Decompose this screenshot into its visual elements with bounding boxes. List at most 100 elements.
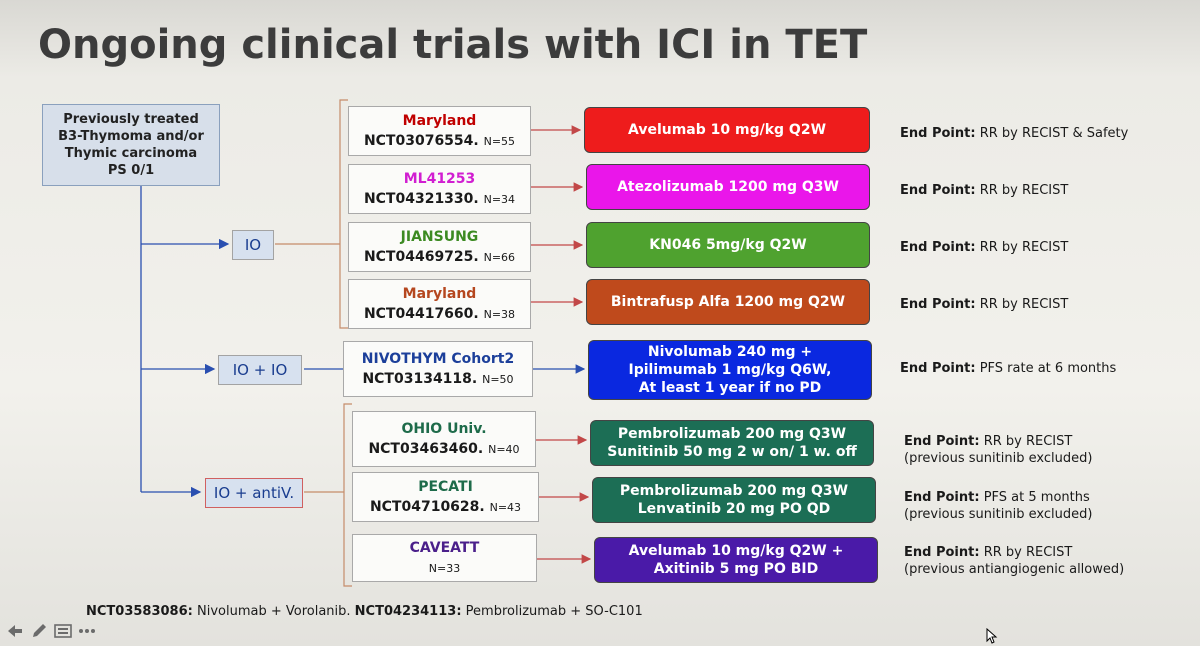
footnote: NCT03583086: Nivolumab + Vorolanib. NCT0… <box>86 604 643 619</box>
endpoint-line: End Point: PFS rate at 6 months <box>900 360 1116 377</box>
regimen-line: KN046 5mg/kg Q2W <box>649 237 807 253</box>
trial-n: N=66 <box>483 250 516 264</box>
endpoint: End Point: RR by RECIST <box>900 239 1068 256</box>
trial-box: CAVEATT N=33 <box>352 534 537 582</box>
endpoint-value: RR by RECIST <box>983 434 1073 449</box>
endpoint-line: End Point: RR by RECIST <box>904 544 1124 561</box>
endpoint-note: (previous sunitinib excluded) <box>904 451 1093 466</box>
presenter-toolbar <box>6 622 96 640</box>
endpoint-label: End Point: <box>900 126 976 141</box>
pen-icon[interactable] <box>30 622 48 640</box>
regimen-line: Atezolizumab 1200 mg Q3W <box>617 179 839 195</box>
trial-name: Maryland <box>402 112 477 129</box>
regimen-box: Atezolizumab 1200 mg Q3W <box>586 164 870 210</box>
trial-box: PECATI NCT04710628. N=43 <box>352 472 539 522</box>
trial-n: N=50 <box>482 372 514 386</box>
trial-name: NIVOTHYM Cohort2 <box>361 350 515 367</box>
footnote-trial-id: NCT04234113: <box>354 604 462 619</box>
trial-n: N=43 <box>489 500 522 514</box>
endpoint-label: End Point: <box>904 545 980 560</box>
regimen-line: Pembrolizumab 200 mg Q3W <box>619 483 849 499</box>
population-line: PS 0/1 <box>107 163 155 178</box>
regimen-box: Pembrolizumab 200 mg Q3W Lenvatinib 20 mg… <box>592 477 876 523</box>
slides-icon[interactable] <box>54 622 72 640</box>
regimen-line: Nivolumab 240 mg + <box>647 344 813 360</box>
endpoint-value: RR by RECIST <box>983 545 1073 560</box>
trial-nct: NCT04469725. <box>363 248 479 265</box>
arm-label: IO + IO <box>232 361 288 379</box>
trial-id-line: N=33 <box>353 558 536 579</box>
arm-io: IO <box>232 230 274 260</box>
slide-title: Ongoing clinical trials with ICI in TET <box>38 22 868 68</box>
endpoint-label: End Point: <box>904 434 980 449</box>
endpoint-line: End Point: RR by RECIST <box>900 182 1068 199</box>
endpoint-value: PFS at 5 months <box>983 490 1090 505</box>
regimen-box: Avelumab 10 mg/kg Q2W + Axitinib 5 mg PO … <box>594 537 878 583</box>
endpoint: End Point: RR by RECIST <box>900 182 1068 199</box>
trial-nct: NCT03463460. <box>368 440 484 457</box>
trial-n: N=40 <box>488 442 520 456</box>
trial-box: ML41253 NCT04321330. N=34 <box>348 164 531 214</box>
regimen-line: Sunitinib 50 mg 2 w on/ 1 w. off <box>607 444 857 460</box>
endpoint-label: End Point: <box>904 490 980 505</box>
trial-box: Maryland NCT03076554. N=55 <box>348 106 531 156</box>
footnote-trial-id: NCT03583086: <box>86 604 193 619</box>
regimen-line: Pembrolizumab 200 mg Q3W <box>617 426 847 442</box>
trial-box: NIVOTHYM Cohort2 NCT03134118. N=50 <box>343 341 533 397</box>
trial-id-line: NCT04710628. N=43 <box>353 497 538 518</box>
endpoint-label: End Point: <box>900 240 976 255</box>
endpoint-value: RR by RECIST <box>979 240 1069 255</box>
trial-n: N=34 <box>483 192 516 206</box>
arm-label: IO <box>244 236 262 254</box>
trial-name: CAVEATT <box>409 539 480 556</box>
population-box: Previously treated B3-Thymoma and/or Thy… <box>42 104 220 186</box>
endpoint-line: End Point: RR by RECIST <box>904 433 1092 450</box>
endpoint-line: End Point: RR by RECIST <box>900 296 1068 313</box>
trial-nct: NCT03076554. <box>363 132 479 149</box>
regimen-box: Nivolumab 240 mg + Ipilimumab 1 mg/kg Q6W… <box>588 340 872 400</box>
endpoint: End Point: RR by RECIST & Safety <box>900 125 1128 142</box>
footnote-text: Pembrolizumab + SO-C101 <box>461 604 643 619</box>
endpoint-value: RR by RECIST <box>979 183 1069 198</box>
regimen-line: Avelumab 10 mg/kg Q2W <box>627 122 827 138</box>
regimen-line: Avelumab 10 mg/kg Q2W + <box>628 543 844 559</box>
endpoint-value: PFS rate at 6 months <box>979 361 1117 376</box>
arm-label: IO + antiV. <box>213 484 295 502</box>
regimen-box: Avelumab 10 mg/kg Q2W <box>584 107 870 153</box>
population-line: Thymic carcinoma <box>64 146 198 161</box>
mouse-cursor-icon <box>986 628 998 644</box>
trial-id-line: NCT03463460. N=40 <box>353 439 535 460</box>
regimen-line: Lenvatinib 20 mg PO QD <box>637 501 831 517</box>
arrow-icon[interactable] <box>6 622 24 640</box>
population-line: B3-Thymoma and/or <box>58 129 204 144</box>
endpoint-label: End Point: <box>900 183 976 198</box>
trial-nct: NCT04417660. <box>363 305 479 322</box>
trial-id-line: NCT03134118. N=50 <box>344 369 532 390</box>
trial-id-line: NCT04417660. N=38 <box>349 304 530 325</box>
trial-box: JIANSUNG NCT04469725. N=66 <box>348 222 531 272</box>
trial-nct: NCT04710628. <box>369 498 485 515</box>
regimen-box: Bintrafusp Alfa 1200 mg Q2W <box>586 279 870 325</box>
endpoint: End Point: PFS rate at 6 months <box>900 360 1116 377</box>
endpoint-line: End Point: PFS at 5 months <box>904 489 1092 506</box>
endpoint-note: (previous sunitinib excluded) <box>904 507 1093 522</box>
trial-id-line: NCT04321330. N=34 <box>349 189 530 210</box>
trial-name: OHIO Univ. <box>401 420 487 437</box>
trial-name: ML41253 <box>403 170 476 187</box>
regimen-line: Bintrafusp Alfa 1200 mg Q2W <box>610 294 846 310</box>
more-icon[interactable] <box>78 622 96 640</box>
endpoint: End Point: RR by RECIST (previous antiang… <box>904 544 1124 578</box>
endpoint-value: RR by RECIST <box>979 297 1069 312</box>
footnote-text: Nivolumab + Vorolanib. <box>192 604 355 619</box>
trial-name: PECATI <box>418 478 473 495</box>
trial-name: JIANSUNG <box>400 228 479 245</box>
population-line: Previously treated <box>63 112 199 127</box>
regimen-line: At least 1 year if no PD <box>638 380 822 396</box>
regimen-line: Ipilimumab 1 mg/kg Q6W, <box>628 362 832 378</box>
endpoint-line: End Point: RR by RECIST <box>900 239 1068 256</box>
endpoint-label: End Point: <box>900 297 976 312</box>
regimen-box: Pembrolizumab 200 mg Q3W Sunitinib 50 mg … <box>590 420 874 466</box>
regimen-line: Axitinib 5 mg PO BID <box>653 561 819 577</box>
